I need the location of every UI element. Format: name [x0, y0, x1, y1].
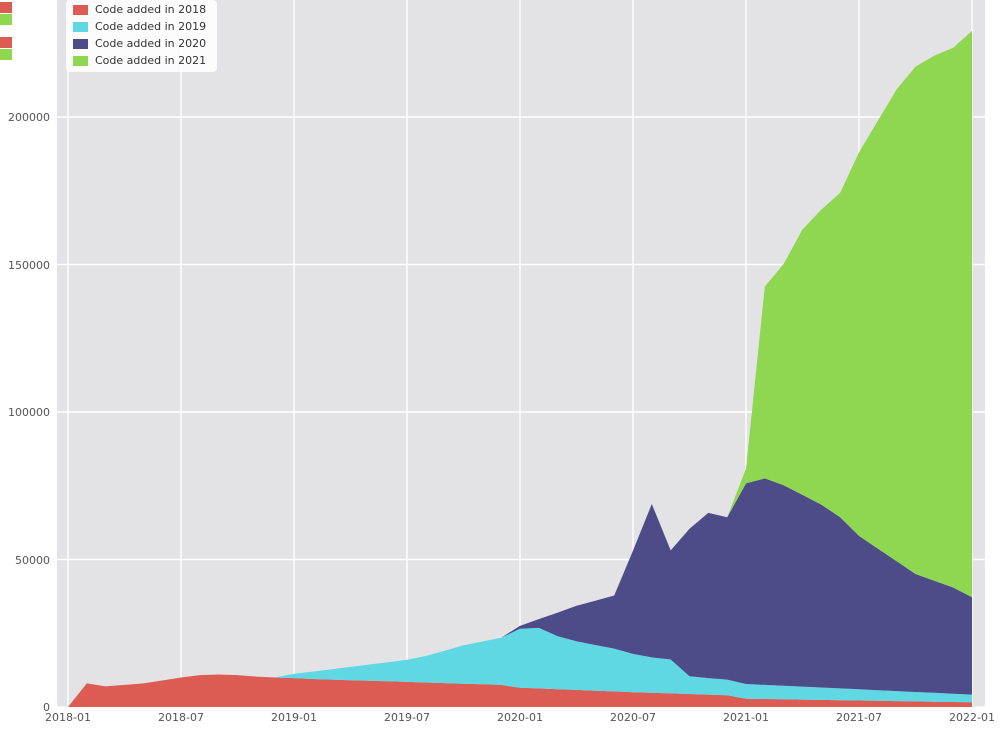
- x-tick-label: 2020-01: [497, 711, 543, 724]
- y-tick-label: 150000: [8, 258, 50, 272]
- y-tick-label: 200000: [8, 111, 50, 124]
- legend-swatch-icon: [73, 21, 88, 32]
- y-tick-label: 100000: [8, 406, 50, 419]
- legend-swatch-icon: [73, 4, 88, 15]
- x-tick-label: 2022-01: [949, 711, 995, 724]
- edge-artifact-swatch: [0, 2, 12, 13]
- area-series-2019: [68, 627, 972, 707]
- legend-swatch-icon: [73, 38, 88, 49]
- chart-legend: Code added in 2018 Code added in 2019 Code…: [66, 0, 218, 72]
- legend-swatch-icon: [73, 55, 88, 66]
- legend-item: Code added in 2020: [73, 35, 206, 52]
- x-tick-label: 2020-07: [610, 711, 656, 724]
- x-tick-label: 2019-01: [271, 711, 317, 724]
- legend-item: Code added in 2019: [73, 18, 206, 35]
- area-series-2021: [68, 30, 972, 707]
- x-tick-label: 2018-07: [158, 711, 204, 724]
- y-tick-label: 0: [43, 701, 50, 714]
- legend-item: Code added in 2021: [73, 52, 206, 69]
- edge-artifact-swatch: [0, 37, 12, 48]
- x-tick-label: 2021-07: [836, 711, 882, 724]
- y-tick-label: 50000: [15, 553, 50, 567]
- legend-label: Code added in 2019: [95, 20, 207, 33]
- x-tick-label: 2021-01: [723, 711, 769, 724]
- x-tick-label: 2019-07: [384, 711, 430, 724]
- legend-label: Code added in 2020: [95, 37, 207, 50]
- x-tick-label: 2018-01: [45, 711, 91, 724]
- area-series-2020: [68, 478, 972, 707]
- legend-item: Code added in 2018: [73, 1, 206, 18]
- edge-artifact-swatch: [0, 49, 12, 60]
- legend-label: Code added in 2018: [95, 3, 207, 16]
- area-series-2018: [68, 674, 972, 707]
- edge-artifact-swatch: [0, 14, 12, 25]
- legend-label: Code added in 2021: [95, 54, 207, 67]
